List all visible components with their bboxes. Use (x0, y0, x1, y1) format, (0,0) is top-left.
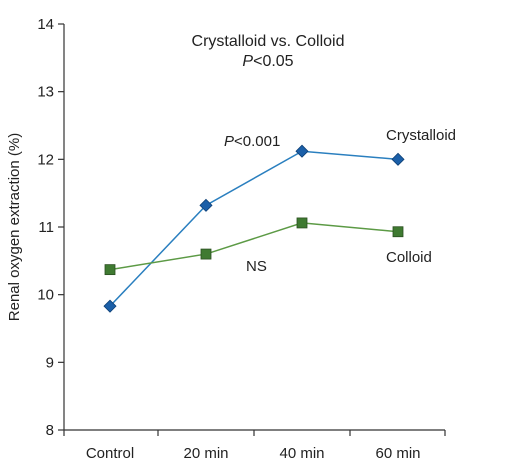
series-line-colloid (109, 222, 399, 271)
data-point-colloid (296, 217, 308, 229)
x-tick-label: 40 min (279, 445, 324, 462)
series-label-colloid: Colloid (386, 249, 432, 266)
subtitle-p-value: <0.05 (253, 53, 294, 70)
significance-p-value: <0.001 (234, 133, 280, 150)
significance-p-symbol: P (224, 133, 234, 150)
significance-annotation: P<0.001 (224, 133, 280, 150)
y-axis-ticks: 8 9 10 11 12 13 14 (37, 16, 64, 439)
data-point-colloid (392, 226, 404, 238)
x-tick-label: 60 min (375, 445, 420, 462)
chart-subtitle: P<0.05 (242, 53, 293, 70)
y-tick-label: 11 (38, 219, 54, 236)
y-tick-label: 8 (46, 422, 54, 439)
data-point-crystalloid (295, 144, 309, 158)
x-tick-label: 20 min (183, 445, 228, 462)
data-point-crystalloid (199, 198, 213, 212)
x-tick-label: Control (86, 445, 134, 462)
series-layer (103, 144, 405, 313)
subtitle-p-symbol: P (242, 53, 253, 70)
y-tick-label: 9 (46, 354, 54, 371)
x-axis-ticks: Control 20 min 40 min 60 min (63, 430, 446, 462)
y-tick-label: 13 (37, 84, 54, 101)
y-tick-label: 10 (37, 287, 54, 304)
ns-annotation: NS (246, 258, 267, 275)
data-point-crystalloid (391, 152, 405, 166)
series-label-crystalloid: Crystalloid (386, 127, 456, 144)
chart-title: Crystalloid vs. Colloid (192, 33, 345, 50)
series-line-crystalloid (109, 150, 399, 307)
data-point-colloid (104, 264, 116, 276)
data-point-crystalloid (103, 299, 117, 313)
y-tick-label: 14 (37, 16, 54, 33)
y-tick-label: 12 (37, 151, 54, 168)
data-point-colloid (200, 248, 212, 260)
y-axis-label: Renal oxygen extraction (%) (6, 133, 23, 321)
